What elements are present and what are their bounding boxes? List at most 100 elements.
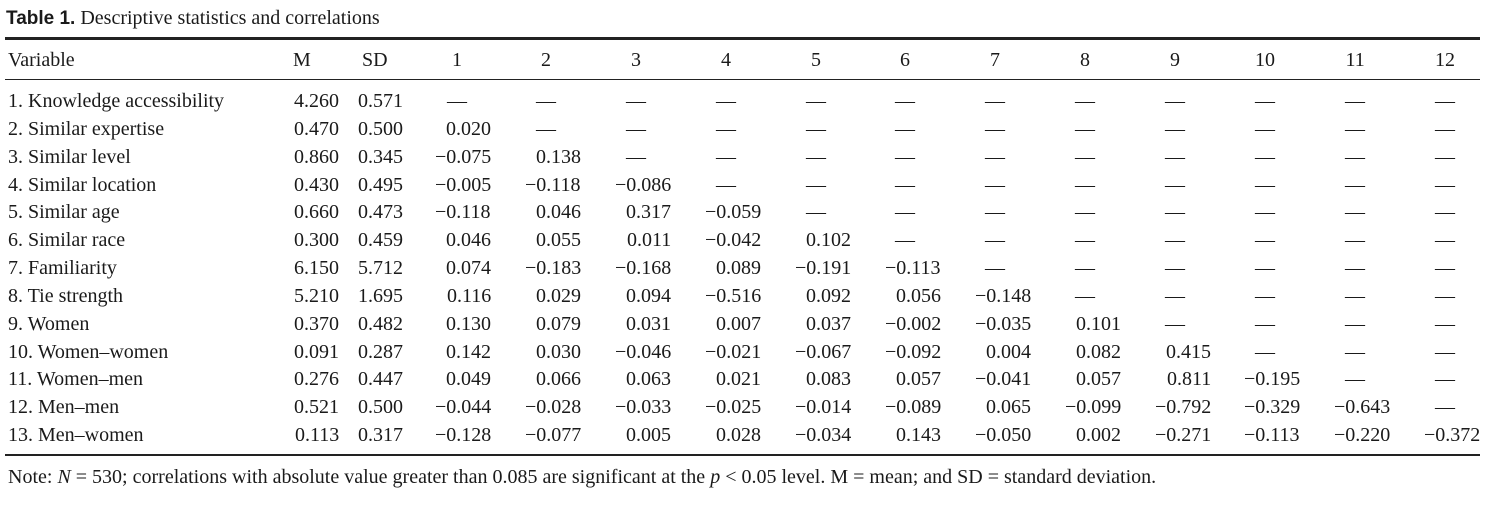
table-cell: −0.195 [1244, 368, 1301, 391]
table-cell: 0.030 [536, 340, 581, 363]
table-cell: — [1165, 257, 1185, 279]
top-rule [5, 37, 1480, 40]
row-label: 6. Similar race [8, 229, 126, 252]
table-cell: — [1075, 201, 1095, 224]
table-cell: 0.065 [986, 396, 1031, 419]
table-cell: — [716, 90, 736, 112]
column-header: 7 [990, 49, 1000, 71]
table-cell: 0.101 [1076, 312, 1121, 335]
table-cell: — [1255, 284, 1275, 307]
row-label: 7. Familiarity [8, 257, 117, 279]
table-cell: 0.138 [536, 145, 581, 168]
table-cell: 0.130 [446, 312, 491, 335]
table-cell: −0.118 [435, 201, 491, 224]
table-cell: −0.046 [615, 340, 672, 363]
table-cell: 0.317 [626, 201, 671, 224]
table-cell: 0.430 [294, 173, 339, 196]
table-cell: — [1255, 340, 1275, 363]
table-cell: −0.128 [435, 424, 492, 446]
table-cell: −0.042 [705, 229, 762, 252]
note-symbol: N [57, 466, 71, 488]
table-cell: — [1435, 396, 1455, 419]
table-cell: — [895, 145, 915, 168]
table-cell: 0.029 [536, 284, 581, 307]
table-cell: 0.521 [294, 396, 339, 419]
column-header: 12 [1435, 49, 1455, 71]
table-cell: 0.021 [716, 368, 761, 391]
table-cell: 0.500 [358, 117, 403, 140]
table-cell: — [1075, 145, 1095, 168]
table-cell: 0.056 [896, 284, 941, 307]
table-cell: — [1345, 312, 1365, 335]
table-cell: — [716, 173, 736, 196]
table-cell: −0.059 [705, 201, 762, 224]
table-cell: — [806, 145, 826, 168]
table-cell: — [1075, 229, 1095, 252]
table-cell: 0.811 [1167, 368, 1212, 391]
table-cell: −0.033 [615, 396, 672, 419]
header-rule [5, 79, 1480, 81]
table-cell: 0.370 [294, 312, 339, 335]
table-cell: — [1435, 117, 1455, 140]
table-cell: 6.150 [294, 257, 339, 279]
table-cell: −0.516 [705, 284, 762, 307]
table-cell: — [985, 173, 1005, 196]
table-cell: 0.447 [358, 368, 403, 391]
table-cell: −0.099 [1065, 396, 1122, 419]
table-cell: 0.037 [806, 312, 851, 335]
row-label: 3. Similar level [8, 145, 131, 168]
table-cell: 1.695 [358, 284, 403, 307]
column-header: 11 [1345, 49, 1365, 71]
table-caption: Descriptive statistics and correlations [80, 7, 380, 29]
table-cell: 0.102 [806, 229, 851, 252]
table-cell: 0.500 [358, 396, 403, 419]
table-cell: — [1255, 173, 1275, 196]
table-cell: −0.148 [975, 284, 1032, 307]
table-cell: 0.063 [626, 368, 671, 391]
table-cell: — [1345, 90, 1365, 112]
table-cell: 0.094 [626, 284, 671, 307]
column-header: 6 [900, 49, 910, 71]
table-cell: — [1345, 368, 1365, 391]
table-cell: 0.066 [536, 368, 581, 391]
table-cell: — [806, 90, 826, 112]
table-cell: −0.329 [1244, 396, 1301, 419]
table-cell: 4.260 [294, 90, 339, 112]
table-cell: — [1255, 145, 1275, 168]
table-cell: 0.057 [1076, 368, 1121, 391]
table-cell: — [1345, 257, 1365, 279]
table-cell: 0.082 [1076, 340, 1121, 363]
table-cell: — [985, 257, 1005, 279]
table-cell: −0.014 [795, 396, 852, 419]
table-cell: 0.057 [896, 368, 941, 391]
row-label: 4. Similar location [8, 173, 157, 196]
table-cell: — [1075, 284, 1095, 307]
note-text: < 0.05 level. M = mean; and SD = standar… [720, 466, 1157, 488]
row-label: 2. Similar expertise [8, 117, 165, 140]
table-cell: — [626, 145, 646, 168]
table-cell: 0.083 [806, 368, 851, 391]
table-cell: 0.049 [446, 368, 491, 391]
table-cell: — [1435, 229, 1455, 252]
table-cell: — [1435, 145, 1455, 168]
column-header: 10 [1255, 49, 1275, 71]
table-cell: — [1345, 117, 1365, 140]
table-cell: −0.005 [435, 173, 492, 196]
table-cell: 0.074 [446, 257, 491, 279]
table-cell: — [1165, 145, 1185, 168]
table-cell: — [536, 117, 556, 140]
row-label: 12. Men–men [8, 396, 120, 419]
table-cell: — [1255, 90, 1275, 112]
column-header: 5 [811, 49, 821, 71]
table-cell: −0.077 [525, 424, 582, 446]
table-cell: 0.079 [536, 312, 581, 335]
bottom-rule [5, 454, 1480, 456]
table-cell: −0.113 [1244, 424, 1300, 446]
column-header: M [293, 49, 311, 71]
table-cell: — [895, 173, 915, 196]
table-cell: — [1435, 340, 1455, 363]
table-cell: −0.092 [885, 340, 942, 363]
table-cell: — [1165, 229, 1185, 252]
table-cell: — [716, 145, 736, 168]
